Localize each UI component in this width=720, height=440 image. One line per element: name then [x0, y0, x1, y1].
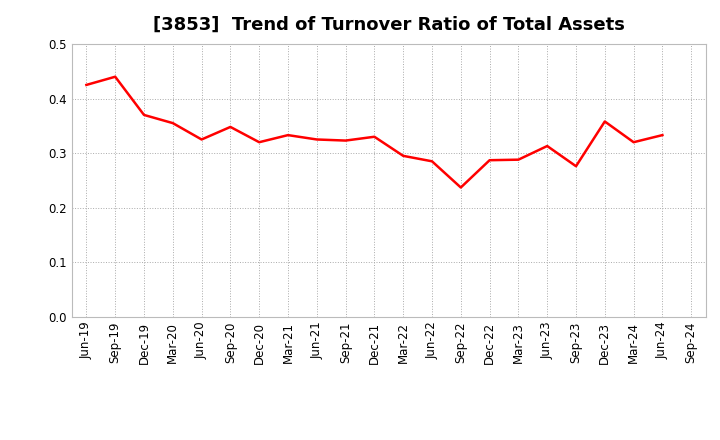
Title: [3853]  Trend of Turnover Ratio of Total Assets: [3853] Trend of Turnover Ratio of Total …: [153, 16, 625, 34]
